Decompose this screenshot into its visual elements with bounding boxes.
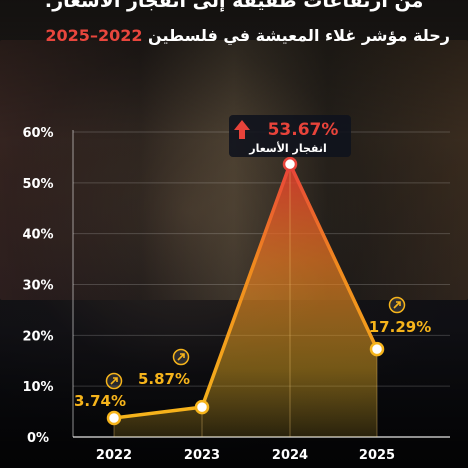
- subtitle-years: 2022–2025: [45, 26, 143, 45]
- y-tick-label: 60%: [22, 126, 53, 141]
- peak-value-label: 53.67%: [268, 120, 339, 140]
- peak-note-label: انفجار الأسعار: [248, 141, 327, 155]
- series-area: [114, 164, 377, 438]
- arrow-up-right-glyph: [177, 353, 185, 361]
- data-label: 3.74%: [74, 392, 126, 410]
- y-tick-label: 0%: [27, 431, 49, 446]
- y-tick-label: 10%: [22, 380, 53, 395]
- page-subtitle: رحلة مؤشر غلاء المعيشة في فلسطين 2022–20…: [45, 26, 450, 45]
- page-title: من ارتفاعات طفيفة إلى انفجار الأسعار:: [44, 0, 424, 12]
- x-tick-label: 2022: [96, 448, 132, 463]
- x-tick-label: 2024: [272, 448, 308, 463]
- data-label: 5.87%: [138, 370, 190, 388]
- y-tick-label: 40%: [22, 228, 53, 243]
- x-tick-label: 2023: [184, 448, 220, 463]
- x-tick-label: 2025: [359, 448, 395, 463]
- data-point: [282, 156, 298, 172]
- y-tick-label: 50%: [22, 177, 53, 192]
- arrow-up-icon: [234, 120, 250, 139]
- data-point: [106, 410, 122, 426]
- data-point: [194, 399, 210, 415]
- y-tick-label: 30%: [22, 279, 53, 294]
- arrow-up-right-glyph: [393, 301, 401, 309]
- arrow-up-right-glyph: [110, 377, 118, 385]
- y-tick-label: 20%: [22, 329, 53, 344]
- subtitle-text: رحلة مؤشر غلاء المعيشة في فلسطين: [148, 26, 450, 45]
- series-line: [113, 162, 379, 420]
- data-point: [369, 341, 385, 357]
- peak-callout-box: [229, 115, 351, 157]
- data-label: 17.29%: [369, 318, 431, 336]
